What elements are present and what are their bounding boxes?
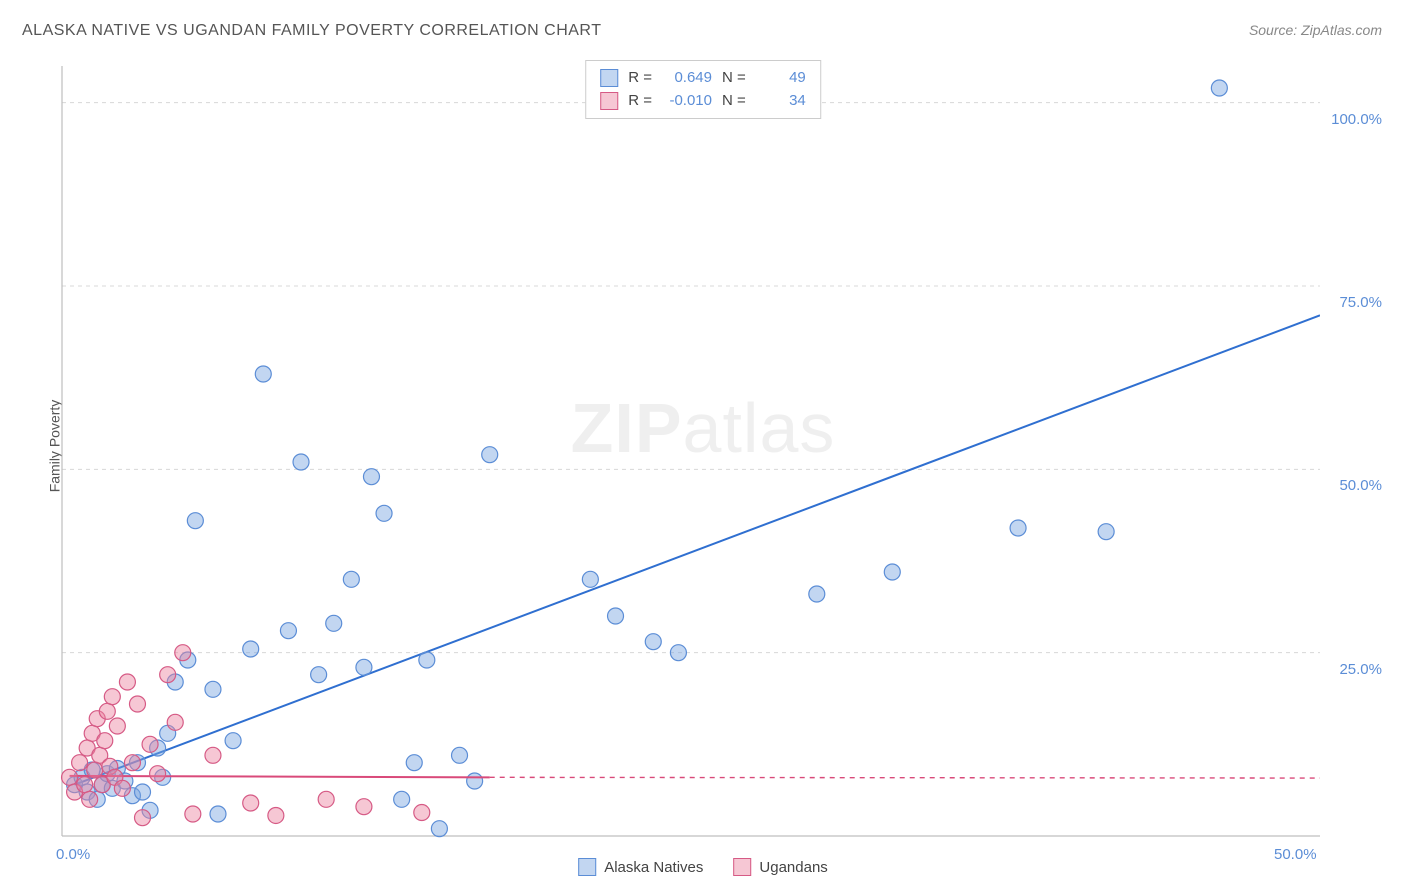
r-label: R = (628, 67, 652, 90)
legend-stats-box: R = 0.649 N = 49 R = -0.010 N = 34 (585, 60, 821, 119)
n-value: 49 (756, 67, 806, 90)
chart-container: ALASKA NATIVE VS UGANDAN FAMILY POVERTY … (0, 0, 1406, 892)
y-tick-label: 75.0% (1339, 294, 1382, 311)
legend-label: Ugandans (759, 859, 827, 876)
n-label: N = (722, 90, 746, 113)
legend-label: Alaska Natives (604, 859, 703, 876)
r-value: 0.649 (662, 67, 712, 90)
y-tick-label: 25.0% (1339, 661, 1382, 678)
r-value: -0.010 (662, 90, 712, 113)
legend-stats-row: R = -0.010 N = 34 (600, 90, 806, 113)
legend-bottom: Alaska Natives Ugandans (578, 858, 828, 876)
legend-swatch (600, 92, 618, 110)
y-tick-label: 50.0% (1339, 477, 1382, 494)
x-tick-label: 0.0% (56, 846, 90, 863)
legend-item: Ugandans (733, 858, 827, 876)
x-tick-label: 50.0% (1274, 846, 1317, 863)
plot-area (50, 56, 1320, 846)
source-attribution: Source: ZipAtlas.com (1249, 22, 1382, 38)
legend-stats-row: R = 0.649 N = 49 (600, 67, 806, 90)
chart-svg (50, 56, 1320, 846)
legend-swatch (600, 69, 618, 87)
legend-swatch (733, 858, 751, 876)
n-label: N = (722, 67, 746, 90)
legend-swatch (578, 858, 596, 876)
chart-title: ALASKA NATIVE VS UGANDAN FAMILY POVERTY … (22, 22, 601, 40)
y-tick-label: 100.0% (1331, 111, 1382, 128)
r-label: R = (628, 90, 652, 113)
legend-item: Alaska Natives (578, 858, 703, 876)
n-value: 34 (756, 90, 806, 113)
